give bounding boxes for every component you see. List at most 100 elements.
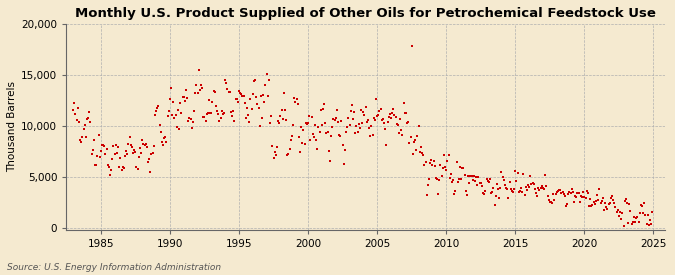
Point <box>630 220 641 225</box>
Point <box>416 144 427 149</box>
Point <box>244 120 254 124</box>
Point <box>452 180 463 184</box>
Point <box>541 184 551 188</box>
Point <box>486 190 497 195</box>
Point <box>464 181 475 185</box>
Point <box>405 135 416 139</box>
Point <box>579 195 590 199</box>
Point <box>410 138 421 142</box>
Point <box>516 186 526 190</box>
Point <box>451 160 462 164</box>
Point <box>460 189 471 193</box>
Point <box>176 111 187 115</box>
Point <box>333 120 344 124</box>
Point <box>426 157 437 162</box>
Point <box>504 179 515 184</box>
Point <box>314 130 325 134</box>
Point <box>470 175 481 180</box>
Point <box>333 133 344 137</box>
Point <box>506 189 517 193</box>
Point <box>568 200 579 204</box>
Point <box>291 97 302 101</box>
Point <box>255 94 266 98</box>
Point <box>467 178 478 182</box>
Point <box>263 94 273 98</box>
Point <box>139 143 150 147</box>
Point <box>429 163 440 168</box>
Point <box>394 131 404 135</box>
Point <box>387 111 398 115</box>
Point <box>209 89 219 93</box>
Point <box>379 121 389 125</box>
Point <box>412 133 423 138</box>
Point <box>450 189 461 193</box>
Point <box>601 205 612 209</box>
Point <box>526 182 537 186</box>
Point <box>245 97 256 101</box>
Point <box>612 210 622 214</box>
Point <box>615 210 626 214</box>
Point <box>178 94 189 99</box>
Point <box>568 190 578 195</box>
Point <box>175 101 186 105</box>
Point <box>591 199 601 203</box>
Point <box>364 125 375 130</box>
Point <box>634 211 645 215</box>
Point <box>443 153 454 157</box>
Point <box>199 115 210 120</box>
Point <box>596 199 607 204</box>
Point <box>131 164 142 169</box>
Point <box>113 145 124 149</box>
Point <box>641 222 652 226</box>
Point <box>406 44 417 48</box>
Point <box>286 138 296 142</box>
Point <box>242 106 252 111</box>
Point <box>626 222 637 226</box>
Point <box>76 139 86 144</box>
Point <box>209 90 220 94</box>
Point <box>534 188 545 192</box>
Point <box>362 118 373 123</box>
Point <box>587 202 598 207</box>
Point <box>330 116 341 120</box>
Point <box>227 114 238 118</box>
Point <box>416 150 427 155</box>
Point <box>597 196 608 200</box>
Point <box>456 177 466 181</box>
Point <box>431 177 442 182</box>
Point <box>287 134 298 138</box>
Point <box>609 201 620 205</box>
Point <box>462 193 472 197</box>
Point <box>95 155 105 159</box>
Point <box>570 193 580 198</box>
Point <box>142 160 153 164</box>
Point <box>83 116 94 120</box>
Point <box>497 175 508 180</box>
Point <box>240 100 250 105</box>
Point <box>87 148 98 152</box>
Point <box>344 123 355 128</box>
Point <box>321 130 332 135</box>
Point <box>150 113 161 117</box>
Point <box>555 188 566 193</box>
Point <box>357 120 368 125</box>
Point <box>154 123 165 127</box>
Point <box>75 138 86 142</box>
Point <box>111 150 122 155</box>
Point <box>619 199 630 203</box>
Point <box>100 151 111 156</box>
Point <box>342 125 352 129</box>
Point <box>545 199 556 204</box>
Point <box>506 187 516 191</box>
Point <box>254 124 265 128</box>
Point <box>224 90 235 94</box>
Point <box>318 107 329 111</box>
Point <box>251 94 262 99</box>
Point <box>403 120 414 125</box>
Point <box>98 143 109 147</box>
Point <box>236 92 246 96</box>
Point <box>542 194 553 199</box>
Text: Source: U.S. Energy Information Administration: Source: U.S. Energy Information Administ… <box>7 263 221 272</box>
Point <box>78 127 89 131</box>
Point <box>481 176 492 181</box>
